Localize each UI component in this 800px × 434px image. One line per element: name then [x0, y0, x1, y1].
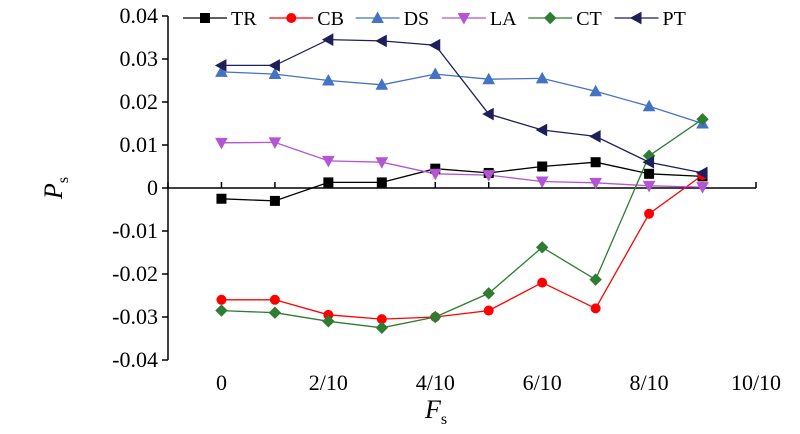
data-point-tr — [644, 168, 655, 179]
data-point-ct — [375, 321, 389, 334]
series-line-cb — [221, 174, 703, 320]
data-point-pt — [428, 38, 441, 52]
series-line-ct — [221, 118, 703, 329]
data-point-la — [642, 180, 656, 193]
legend-label-cb: CB — [317, 8, 344, 30]
legend-marker-ct — [543, 11, 557, 25]
data-point-ct — [589, 273, 602, 286]
data-point-pt — [535, 123, 548, 137]
data-point-pt — [268, 59, 280, 72]
y-tick-label: 0.03 — [120, 46, 159, 71]
data-point-ds — [268, 67, 282, 80]
series-line-la — [221, 141, 703, 188]
y-tick-label: 0 — [147, 175, 158, 200]
data-point-tr — [537, 161, 548, 172]
data-point-pt — [589, 130, 601, 143]
data-point-ct — [696, 112, 709, 126]
series-line-tr — [221, 161, 703, 202]
data-point-cb — [537, 277, 548, 288]
data-point-la — [535, 176, 549, 189]
data-point-ct — [535, 241, 549, 254]
data-point-la — [215, 137, 228, 150]
data-point-ds — [322, 73, 335, 86]
data-point-cb — [644, 208, 655, 219]
data-point-tr — [216, 193, 227, 204]
data-point-tr — [323, 177, 334, 188]
legend-marker-ds — [371, 11, 384, 23]
data-point-ds — [589, 84, 602, 97]
legend-marker-pt — [629, 11, 642, 25]
y-tick-label: -0.02 — [112, 261, 158, 286]
legend-label-ct: CT — [576, 8, 602, 30]
data-point-cb — [590, 303, 601, 314]
series-line-ds — [221, 71, 703, 125]
data-point-cb — [483, 305, 494, 316]
data-point-pt — [642, 155, 655, 169]
data-point-ct — [268, 306, 282, 319]
legend-marker-la — [457, 13, 471, 25]
chart-axes: -0.04 -0.03 -0.02 -0.01 0 0.01 0.02 0.03 0.04 0 2/… — [112, 3, 781, 395]
x-tick-label: 6/10 — [523, 370, 562, 395]
x-tick-label: 2/10 — [309, 370, 348, 395]
data-point-la — [589, 177, 602, 190]
data-point-la — [428, 168, 442, 181]
data-point-pt — [696, 166, 708, 180]
x-axis-label: Fs — [424, 395, 447, 428]
legend-label-tr: TR — [231, 8, 257, 30]
data-point-pt — [214, 59, 227, 72]
data-point-ct — [322, 315, 335, 328]
data-point-ds — [215, 65, 228, 77]
y-tick-label: 0.02 — [120, 89, 159, 114]
data-point-ct — [215, 304, 228, 317]
legend: TR CB DS LA CT PT — [183, 8, 686, 30]
legend-label-ds: DS — [404, 8, 430, 30]
data-point-la — [375, 157, 389, 169]
data-point-la — [268, 137, 282, 149]
x-tick-label: 0 — [216, 370, 227, 395]
data-point-la — [322, 155, 335, 168]
data-point-ds — [375, 78, 389, 90]
data-point-tr — [269, 195, 280, 206]
data-point-ds — [428, 67, 442, 80]
series-line-pt — [221, 38, 703, 174]
data-point-ct — [482, 287, 495, 300]
data-point-ds — [535, 71, 549, 84]
data-point-pt — [482, 107, 494, 121]
series-lines — [221, 38, 703, 329]
legend-label-pt: PT — [663, 8, 686, 30]
series-markers — [214, 33, 709, 334]
data-point-la — [696, 182, 709, 194]
legend-marker-cb — [286, 13, 297, 23]
data-point-ct — [429, 310, 442, 324]
y-axis-label: Ps — [39, 177, 72, 200]
legend-marker-tr — [200, 13, 210, 23]
data-point-tr — [376, 177, 387, 188]
data-point-ds — [482, 72, 496, 85]
data-point-cb — [216, 294, 227, 305]
y-tick-label: 0.04 — [120, 3, 159, 28]
y-tick-label: -0.03 — [112, 304, 158, 329]
data-point-pt — [321, 33, 334, 46]
x-tick-label: 8/10 — [630, 370, 669, 395]
data-point-pt — [375, 34, 387, 48]
x-tick-label: 10/10 — [731, 370, 781, 395]
data-point-cb — [269, 294, 280, 305]
y-tick-label: -0.04 — [112, 347, 158, 372]
x-tick-label: 4/10 — [416, 370, 455, 395]
y-tick-label: 0.01 — [120, 132, 159, 157]
legend-label-la: LA — [490, 8, 517, 30]
data-point-la — [482, 170, 496, 182]
y-tick-label: -0.01 — [112, 218, 158, 243]
data-point-ds — [642, 99, 656, 112]
data-point-tr — [590, 157, 601, 168]
